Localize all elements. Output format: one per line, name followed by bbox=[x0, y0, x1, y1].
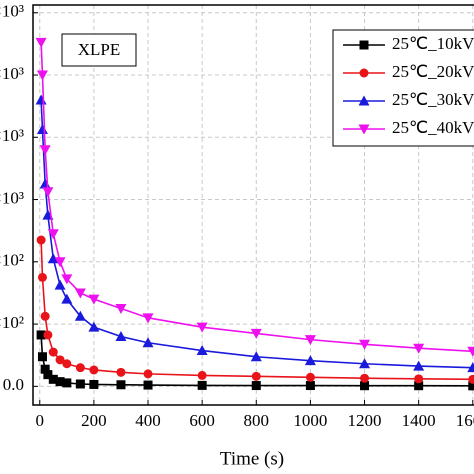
annotation: XLPE bbox=[78, 40, 121, 59]
x-axis-label: Time (s) bbox=[220, 448, 284, 469]
marker bbox=[36, 330, 46, 340]
marker bbox=[468, 374, 474, 384]
marker bbox=[304, 335, 316, 346]
marker bbox=[61, 293, 73, 304]
y-tick-label: 1.6×10³ bbox=[0, 126, 24, 145]
legend-label: 25℃_20kV bbox=[392, 62, 474, 81]
annotation-box bbox=[61, 33, 137, 67]
marker bbox=[37, 272, 47, 282]
marker bbox=[467, 346, 474, 357]
marker bbox=[39, 178, 51, 189]
marker bbox=[413, 360, 425, 371]
marker bbox=[35, 37, 47, 48]
marker bbox=[304, 355, 316, 366]
y-tick-label: 4.0×10² bbox=[0, 313, 24, 332]
marker bbox=[116, 380, 126, 390]
marker bbox=[37, 352, 47, 362]
marker bbox=[47, 229, 59, 240]
marker bbox=[358, 124, 370, 135]
marker bbox=[89, 379, 99, 389]
marker bbox=[414, 381, 424, 391]
marker bbox=[75, 363, 85, 373]
marker bbox=[305, 381, 315, 391]
x-tick-label: 400 bbox=[135, 411, 161, 430]
marker bbox=[359, 358, 371, 369]
marker bbox=[54, 279, 66, 290]
marker bbox=[39, 145, 51, 156]
marker bbox=[36, 70, 48, 81]
marker bbox=[360, 373, 370, 383]
marker bbox=[143, 380, 153, 390]
marker bbox=[42, 187, 54, 198]
marker bbox=[40, 311, 50, 321]
marker bbox=[358, 95, 370, 106]
marker bbox=[61, 274, 73, 285]
marker bbox=[40, 364, 50, 374]
marker bbox=[48, 374, 58, 384]
marker bbox=[74, 310, 86, 321]
x-tick-label: 0 bbox=[36, 411, 45, 430]
x-tick-label: 1200 bbox=[348, 411, 382, 430]
marker bbox=[250, 351, 262, 362]
marker bbox=[89, 365, 99, 375]
legend-label: 25℃_40kV bbox=[392, 118, 474, 137]
marker bbox=[43, 330, 53, 340]
marker bbox=[250, 328, 262, 339]
marker bbox=[359, 339, 371, 350]
marker bbox=[48, 347, 58, 357]
x-tick-label: 1600 bbox=[456, 411, 474, 430]
marker bbox=[197, 370, 207, 380]
marker bbox=[142, 337, 154, 348]
marker bbox=[413, 343, 425, 354]
y-tick-label: 8.0×10² bbox=[0, 251, 24, 270]
marker bbox=[62, 359, 72, 369]
marker bbox=[55, 377, 65, 387]
marker bbox=[35, 94, 47, 105]
x-tick-label: 600 bbox=[189, 411, 215, 430]
marker bbox=[196, 322, 208, 333]
marker bbox=[142, 313, 154, 324]
marker bbox=[360, 381, 370, 391]
legend-label: 25℃_10kV bbox=[392, 34, 474, 53]
x-tick-label: 800 bbox=[244, 411, 270, 430]
marker bbox=[467, 362, 474, 373]
marker bbox=[143, 369, 153, 379]
marker bbox=[359, 40, 369, 50]
marker bbox=[54, 257, 66, 268]
marker bbox=[305, 372, 315, 382]
marker bbox=[36, 235, 46, 245]
marker bbox=[468, 381, 474, 391]
marker bbox=[43, 370, 53, 380]
x-tick-label: 1400 bbox=[402, 411, 436, 430]
marker bbox=[196, 345, 208, 356]
marker bbox=[47, 253, 59, 264]
marker bbox=[88, 321, 100, 332]
marker bbox=[62, 378, 72, 388]
y-tick-label: 2.4×10³ bbox=[0, 2, 24, 21]
legend-label: 25℃_30kV bbox=[392, 90, 474, 109]
y-tick-label: 0.0 bbox=[3, 375, 24, 394]
y-tick-label: 2.0×10³ bbox=[0, 64, 24, 83]
marker bbox=[251, 371, 261, 381]
marker bbox=[115, 304, 127, 315]
marker bbox=[55, 355, 65, 365]
y-tick-label: 1.2×10³ bbox=[0, 188, 24, 207]
marker bbox=[251, 381, 261, 391]
marker bbox=[116, 367, 126, 377]
x-tick-label: 200 bbox=[81, 411, 107, 430]
marker bbox=[88, 294, 100, 305]
marker bbox=[75, 379, 85, 389]
marker bbox=[414, 374, 424, 384]
marker bbox=[36, 124, 48, 135]
legend-box bbox=[332, 29, 474, 147]
marker bbox=[115, 331, 127, 342]
plot-frame bbox=[32, 4, 474, 406]
marker bbox=[74, 288, 86, 299]
marker bbox=[197, 380, 207, 390]
marker bbox=[359, 68, 369, 78]
x-tick-label: 1000 bbox=[293, 411, 327, 430]
